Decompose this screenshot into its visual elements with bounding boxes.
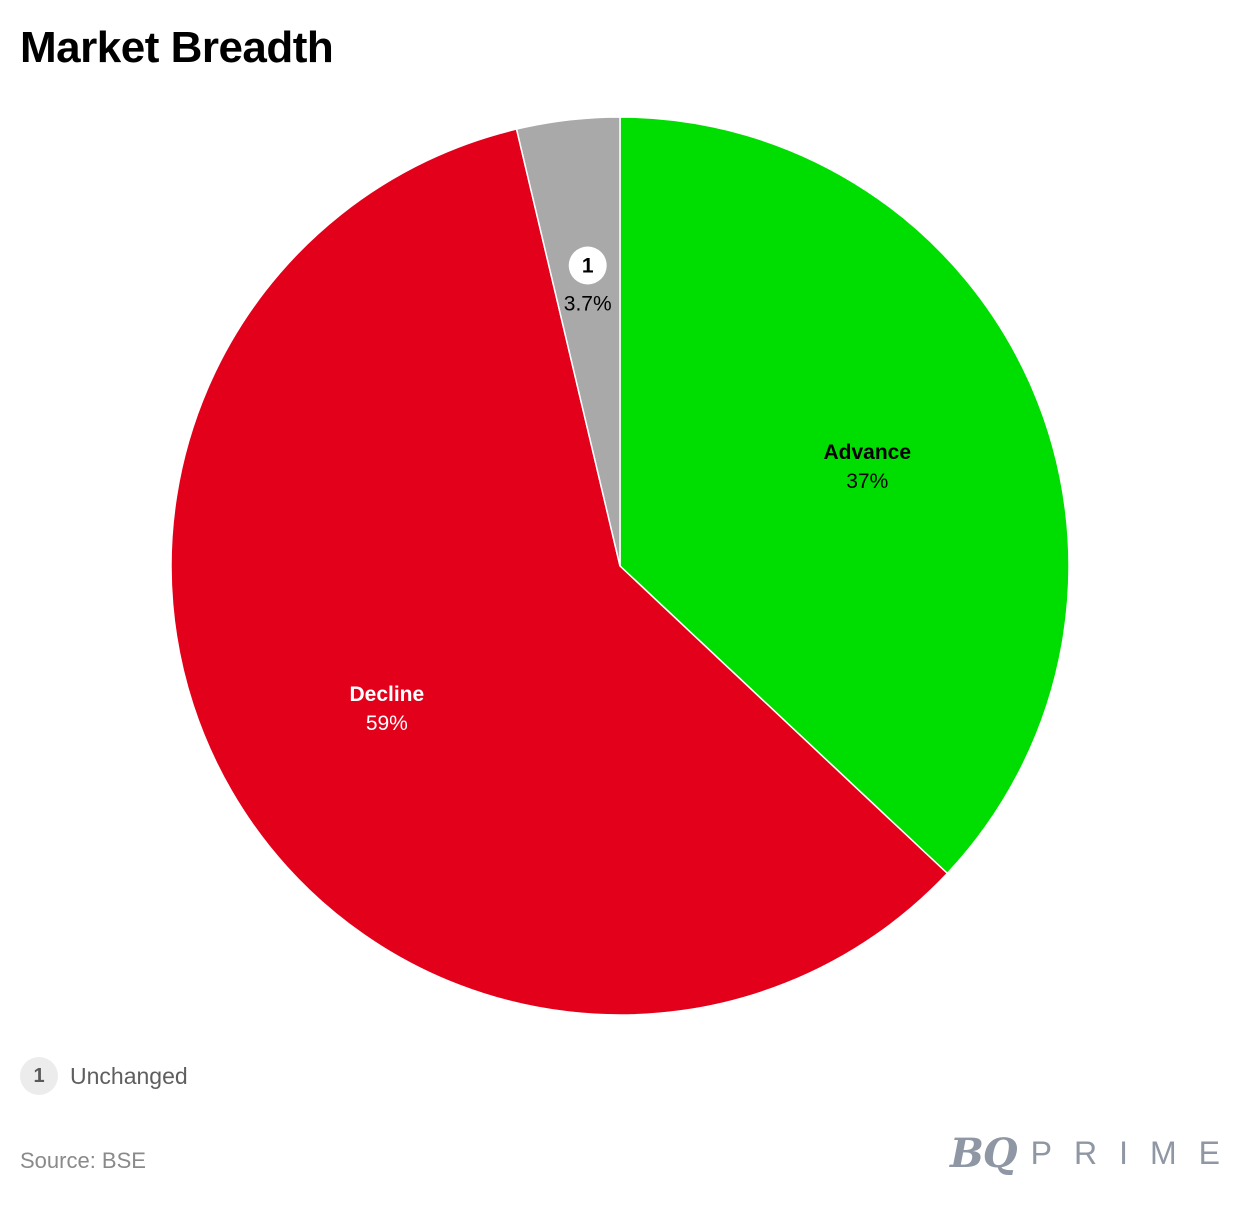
pie-label-advance: Advance: [823, 441, 911, 464]
bq-prime-logo: BQ PRIME: [950, 1130, 1220, 1177]
pie-slice-unchanged: [515, 116, 621, 567]
legend: 1 Unchanged: [20, 1056, 188, 1096]
pie-value-advance: 37%: [846, 470, 888, 493]
logo-prime: PRIME: [1030, 1135, 1240, 1171]
pie-badge-unchanged: [568, 246, 607, 285]
pie-value-decline: 59%: [366, 712, 408, 735]
legend-badge: 1: [20, 1057, 58, 1095]
pie-value-unchanged: 3.7%: [564, 292, 612, 315]
pie-label-unchanged: 1: [582, 254, 594, 277]
chart-title: Market Breadth: [20, 23, 334, 72]
legend-label-unchanged: Unchanged: [70, 1062, 188, 1089]
pie-slices: [170, 116, 1070, 1016]
pie-slice-advance: [619, 116, 1070, 875]
source-note: Source: BSE: [20, 1148, 146, 1173]
pie-labels: Advance 37% Decline 59% 1 3.7%: [349, 246, 911, 735]
pie-label-decline: Decline: [349, 683, 424, 706]
logo-bq: BQ: [950, 1130, 1018, 1177]
pie-slice-decline: [170, 128, 949, 1016]
